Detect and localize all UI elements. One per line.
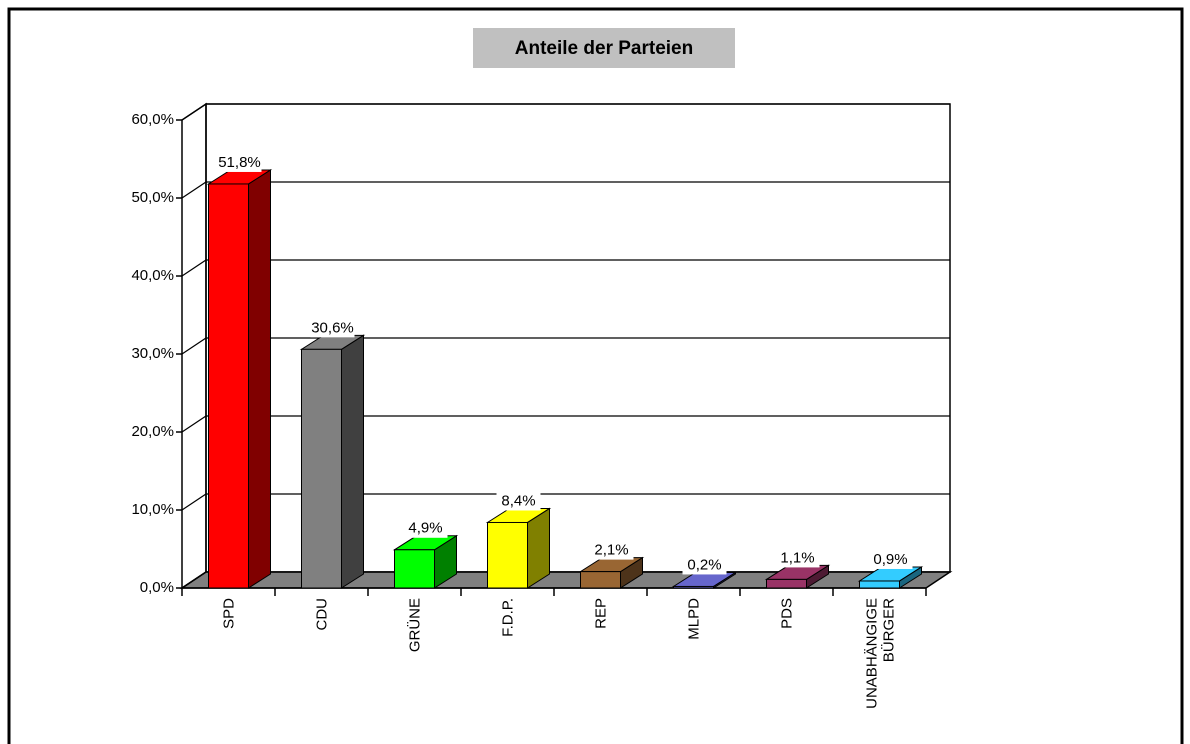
y-tick-label: 0,0% — [140, 579, 174, 596]
x-tick-label-line: F.D.P. — [500, 598, 517, 637]
grid-line — [181, 181, 950, 199]
bar — [580, 571, 621, 589]
value-label: 0,2% — [687, 556, 721, 573]
bar — [859, 580, 900, 589]
bar-side — [341, 334, 364, 589]
floor — [179, 571, 953, 589]
grid-line — [181, 259, 950, 277]
x-tick-label-line: CDU — [314, 598, 331, 631]
x-tick-label: UNABHÄNGIGEBÜRGER — [864, 598, 898, 709]
x-tick-label: REP — [593, 598, 610, 629]
x-tick-label: PDS — [779, 598, 796, 629]
bar — [487, 521, 528, 589]
x-tick-label: MLPD — [686, 598, 703, 640]
y-tick-label: 40,0% — [131, 267, 174, 284]
value-label-bg — [682, 556, 727, 575]
x-tick-label-line: UNABHÄNGIGE — [864, 598, 881, 709]
grid-line — [181, 337, 950, 355]
x-tick-label-line: PDS — [779, 598, 796, 629]
value-label-bg — [217, 153, 262, 172]
x-tick-label-line: BÜRGER — [880, 598, 898, 662]
x-tick-label-line: SPD — [221, 598, 238, 629]
value-label-bg — [589, 541, 634, 560]
bar — [766, 578, 807, 589]
y-tick-label: 60,0% — [131, 111, 174, 128]
grid-line — [181, 103, 950, 121]
x-tick-label-line: REP — [593, 598, 610, 629]
x-tick-label: GRÜNE — [406, 598, 424, 652]
value-label: 2,1% — [594, 542, 628, 559]
chart-title: Anteile der Parteien — [515, 38, 693, 59]
value-label-bg — [868, 550, 913, 569]
x-tick-label-line: GRÜNE — [406, 598, 424, 652]
x-tick-label-line: MLPD — [686, 598, 703, 640]
value-label-bg — [403, 519, 448, 538]
bar — [208, 183, 249, 589]
bar — [673, 585, 714, 589]
value-label-bg — [496, 492, 541, 511]
x-tick-label: SPD — [221, 598, 238, 629]
value-label: 4,9% — [408, 520, 442, 537]
title-box — [473, 28, 735, 68]
y-tick-label: 10,0% — [131, 501, 174, 518]
bar — [301, 348, 342, 589]
y-tick-label: 20,0% — [131, 423, 174, 440]
value-label: 51,8% — [218, 154, 261, 171]
bar-side — [248, 169, 271, 589]
x-tick-label: F.D.P. — [500, 598, 517, 637]
y-tick-label: 30,0% — [131, 345, 174, 362]
value-label: 8,4% — [501, 492, 535, 509]
grid-line — [181, 415, 950, 433]
value-label: 0,9% — [873, 551, 907, 568]
value-label-bg — [775, 549, 820, 568]
y-tick-label: 50,0% — [131, 189, 174, 206]
value-label-bg — [310, 319, 355, 338]
grid-line — [181, 493, 950, 511]
value-label: 30,6% — [311, 319, 354, 336]
value-label: 1,1% — [780, 549, 814, 566]
bar — [394, 549, 435, 589]
x-tick-label: CDU — [314, 598, 331, 631]
